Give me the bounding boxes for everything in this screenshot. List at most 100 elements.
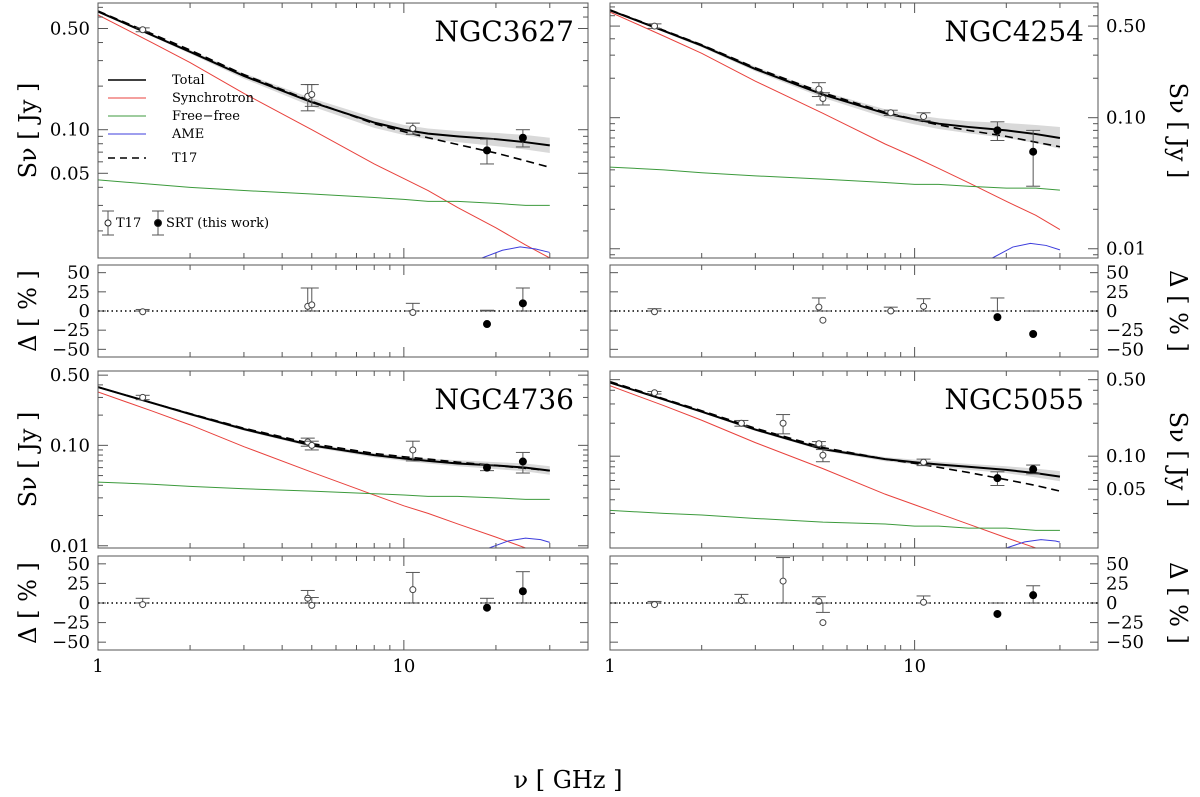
t17-residual-point	[883, 306, 898, 315]
t17-point	[920, 302, 928, 310]
srt-point	[483, 603, 492, 612]
t17-data-point	[135, 393, 150, 401]
srt-point	[993, 474, 1002, 483]
t17-residual-point	[300, 589, 315, 604]
residual-y-tick-label: 50	[67, 554, 90, 575]
srt-point	[1029, 591, 1038, 600]
srt-point	[993, 126, 1002, 135]
t17-residual-point	[776, 557, 791, 604]
flux-panel-frame	[97, 2, 589, 259]
flux-axis-label-right: Sν [ Jy ]	[1164, 412, 1192, 508]
total-uncertainty-band	[610, 9, 1060, 149]
residual-y-tick-label: −25	[1106, 613, 1144, 634]
ame-line	[992, 242, 1061, 258]
srt-data-point	[515, 129, 530, 148]
residual-panel-frame	[609, 555, 1099, 651]
y-tick-label: 0.01	[1106, 239, 1146, 260]
srt-data-point	[1026, 464, 1041, 475]
srt-residual-point	[480, 597, 495, 612]
srt-point	[518, 299, 527, 308]
y-tick-label: 0.50	[50, 365, 90, 386]
srt-point	[518, 457, 527, 466]
t17-point	[139, 308, 147, 316]
srt-data-point	[1026, 129, 1041, 187]
t17-residual-point	[647, 308, 662, 316]
t17-point	[887, 307, 895, 315]
flux-plot-area	[98, 386, 550, 548]
residual-y-tick-label: 25	[67, 573, 90, 594]
free-free-line	[98, 481, 550, 500]
ame-line	[481, 246, 550, 258]
x-tick-label: 1	[92, 656, 103, 677]
t17-model-line	[98, 10, 550, 169]
legend-marker-srt: SRT (this work)	[152, 210, 269, 236]
t17-point	[887, 109, 895, 117]
ame-line	[1006, 539, 1061, 548]
t17-data-point	[304, 84, 319, 107]
x-axis-label: ν [ GHz ]	[514, 766, 623, 794]
t17-data-point	[811, 82, 826, 98]
srt-data-point	[480, 138, 495, 165]
y-tick-label: 0.01	[50, 536, 90, 557]
t17-data-point	[776, 414, 791, 435]
synchrotron-line	[610, 385, 1038, 548]
galaxy-name-label: NGC4254	[944, 15, 1084, 48]
srt-point	[483, 146, 492, 155]
t17-data-point	[405, 122, 420, 135]
srt-residual-point	[990, 297, 1005, 322]
residual-y-tick-label: 25	[67, 282, 90, 303]
t17-residual-point	[647, 600, 662, 609]
t17-residual-point	[811, 297, 826, 312]
t17-model-line	[98, 386, 550, 472]
synchrotron-line	[98, 14, 551, 258]
residual-y-tick-label: 50	[1106, 263, 1129, 284]
t17-point	[409, 586, 417, 594]
t17-residual-point	[916, 298, 931, 312]
x-tick-label: 10	[903, 656, 926, 677]
t17-point	[737, 419, 745, 427]
t17-point	[815, 303, 823, 311]
t17-data-point	[815, 449, 830, 463]
t17-point	[139, 26, 147, 34]
t17-residual-point	[304, 287, 319, 312]
x-tick-label: 1	[604, 656, 615, 677]
t17-residual-point	[815, 310, 830, 324]
t17-point	[815, 85, 823, 93]
marker	[104, 219, 112, 227]
t17-point	[651, 601, 659, 609]
legend-label: SRT (this work)	[166, 216, 269, 231]
t17-point	[409, 309, 417, 317]
free-free-line	[98, 179, 550, 206]
t17-residual-point	[916, 595, 931, 606]
total-model-line	[610, 9, 1061, 139]
residual-y-tick-label: 0	[1106, 593, 1117, 614]
free-free-line	[610, 509, 1060, 531]
t17-residual-point	[304, 597, 319, 609]
flux-plot-area	[610, 9, 1061, 258]
t17-residual-point	[135, 308, 150, 316]
flux-plot-area	[610, 380, 1061, 548]
srt-residual-point	[1026, 585, 1041, 604]
flux-axis-label: Sν [ Jy ]	[14, 83, 42, 179]
legend: Total Synchrotron Free−free AME T17 T17 SRT (t…	[102, 73, 269, 236]
legend-label: AME	[171, 127, 204, 142]
axis-ticks	[97, 3, 589, 357]
t17-data-point	[647, 389, 662, 397]
residual-plot-area	[98, 571, 588, 612]
t17-data-point	[304, 440, 319, 451]
residual-y-tick-label: −50	[1106, 339, 1144, 360]
y-tick-label: 0.05	[1106, 479, 1146, 500]
galaxy-name-label: NGC5055	[944, 383, 1084, 416]
srt-residual-point	[515, 571, 530, 604]
residual-axis-label-right: Δ [ % ]	[1164, 562, 1192, 644]
srt-point	[1029, 465, 1038, 474]
t17-point	[308, 441, 316, 449]
t17-point	[308, 301, 316, 309]
y-tick-label: 0.10	[1106, 108, 1146, 129]
t17-residual-point	[135, 597, 150, 609]
t17-data-point	[811, 440, 826, 448]
y-tick-label: 0.50	[1106, 370, 1146, 391]
residual-y-tick-label: −25	[1106, 320, 1144, 341]
